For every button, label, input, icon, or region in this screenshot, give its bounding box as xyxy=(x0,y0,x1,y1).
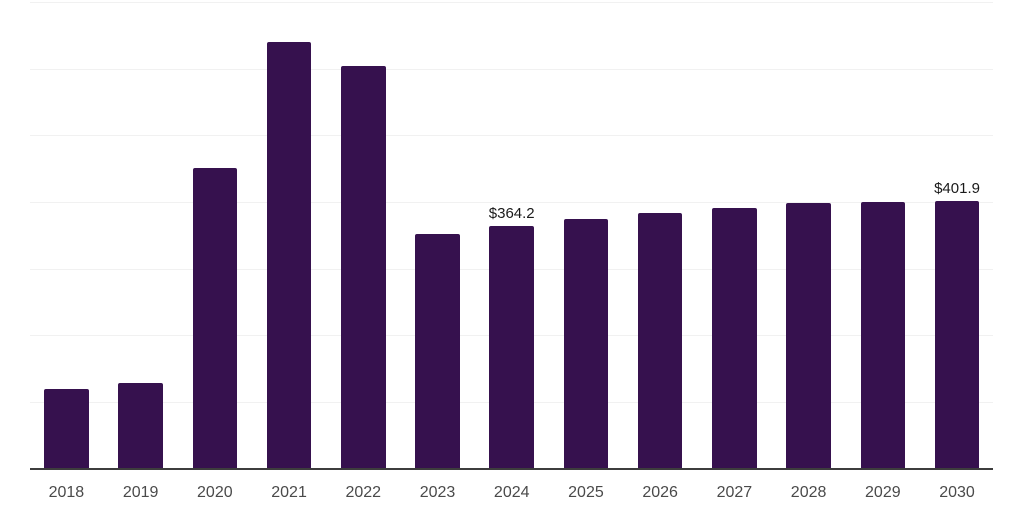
x-tick-2022: 2022 xyxy=(345,484,382,501)
x-tick-2024: 2024 xyxy=(493,484,530,501)
x-tick-2028: 2028 xyxy=(790,484,827,501)
x-tick-2018: 2018 xyxy=(48,484,85,501)
bar-2027 xyxy=(712,207,757,469)
bar-value-label-2030: $401.9 xyxy=(934,179,980,197)
bar-2024 xyxy=(489,225,534,469)
bar-2021 xyxy=(266,41,312,469)
x-tick-2023: 2023 xyxy=(419,484,456,501)
bar-2019 xyxy=(118,383,163,469)
bar-value-label-2024: $364.2 xyxy=(488,204,535,222)
bar-2018 xyxy=(44,389,89,469)
x-tick-2020: 2020 xyxy=(197,484,233,501)
x-tick-2029: 2029 xyxy=(865,484,901,501)
bar-2029 xyxy=(860,201,906,469)
x-tick-2030: 2030 xyxy=(939,484,975,501)
bar-2023 xyxy=(415,233,460,469)
bar-2030 xyxy=(934,200,980,469)
gridline-500 xyxy=(30,135,993,137)
x-tick-2021: 2021 xyxy=(271,484,307,501)
bar-2022 xyxy=(341,65,386,469)
x-tick-2025: 2025 xyxy=(568,484,604,501)
x-tick-2026: 2026 xyxy=(642,484,678,501)
x-tick-2019: 2019 xyxy=(122,484,159,501)
x-axis-line xyxy=(30,467,993,470)
bar-2028 xyxy=(786,203,831,469)
gridline-600 xyxy=(30,68,993,70)
bar-2026 xyxy=(637,212,683,469)
gridline-700 xyxy=(30,1,993,3)
x-tick-2027: 2027 xyxy=(716,484,753,501)
gridline-400 xyxy=(30,201,993,203)
bar-2020 xyxy=(192,167,238,469)
bar-2025 xyxy=(563,219,609,469)
